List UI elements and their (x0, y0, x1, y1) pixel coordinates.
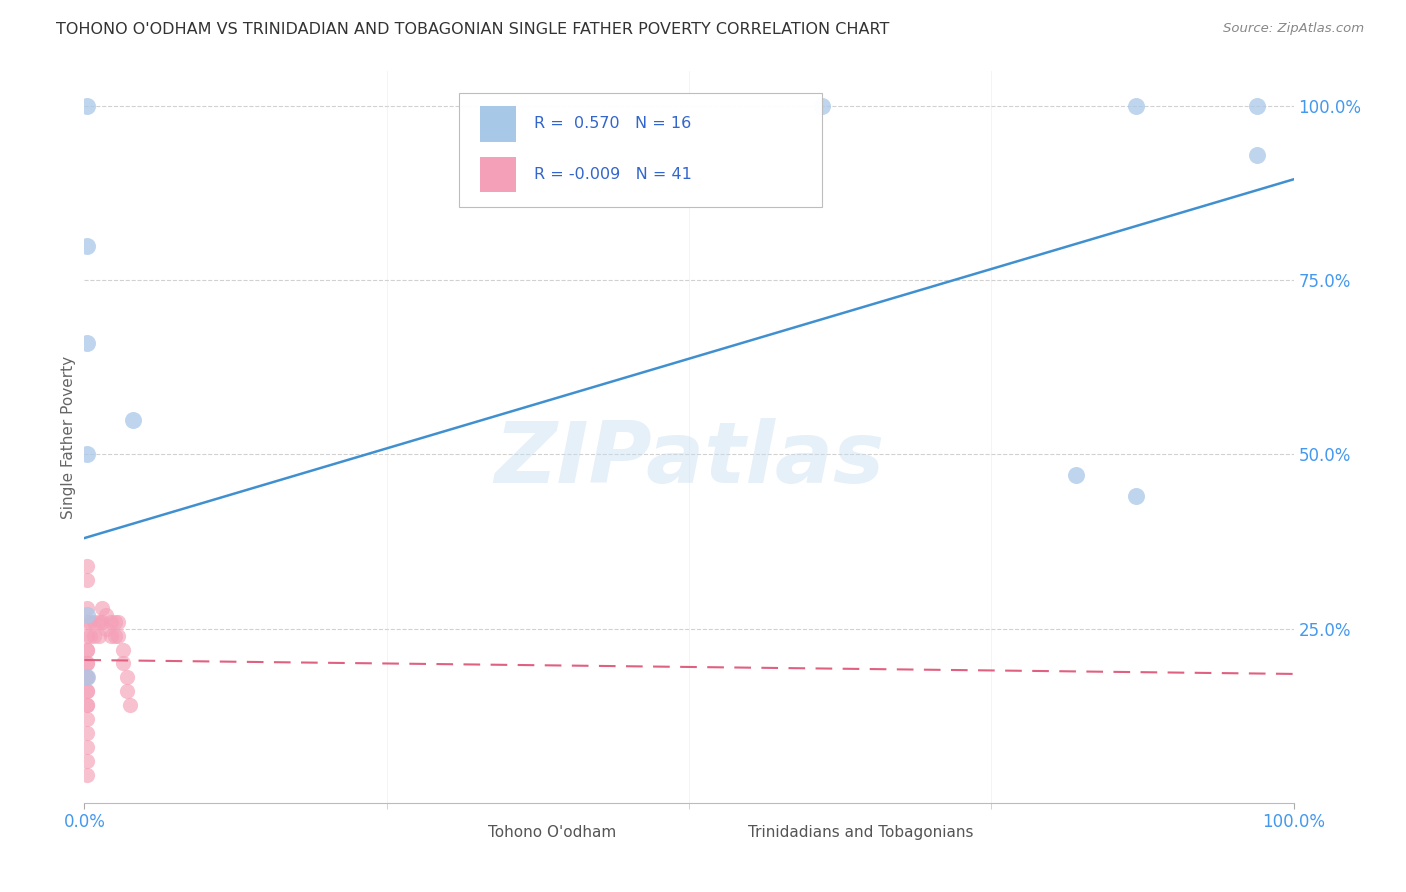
Point (76, 558, 98, 573)
Point (83, 629, 105, 643)
Point (76, 768, 98, 782)
Point (76, 642, 98, 657)
Point (76, 336, 98, 351)
Point (87, 629, 110, 643)
Point (1064, 468, 1087, 483)
Point (76, 684, 98, 698)
Point (76, 448, 98, 462)
Point (1125, 99, 1147, 113)
Y-axis label: Single Father Poverty: Single Father Poverty (60, 356, 76, 518)
Point (76, 99, 98, 113)
Point (76, 684, 98, 698)
FancyBboxPatch shape (479, 106, 516, 142)
Point (76, 607, 98, 622)
Point (76, 712, 98, 726)
Point (94, 607, 117, 622)
Point (120, 698, 142, 713)
Point (87, 615, 110, 629)
FancyBboxPatch shape (447, 821, 474, 843)
Point (76, 670, 98, 684)
Point (76, 657, 98, 671)
FancyBboxPatch shape (707, 821, 734, 843)
FancyBboxPatch shape (460, 94, 823, 207)
Point (76, 740, 98, 755)
Point (94, 622, 117, 636)
Point (121, 412, 143, 426)
FancyBboxPatch shape (479, 157, 516, 193)
Text: R = -0.009   N = 41: R = -0.009 N = 41 (534, 168, 692, 182)
Point (115, 684, 138, 698)
Text: Source: ZipAtlas.com: Source: ZipAtlas.com (1223, 22, 1364, 36)
Point (107, 629, 129, 643)
Point (104, 615, 127, 629)
Point (76, 698, 98, 713)
Point (112, 657, 135, 671)
Point (76, 657, 98, 671)
Point (76, 726, 98, 740)
Point (76, 615, 98, 629)
Text: Trinidadians and Tobagonians: Trinidadians and Tobagonians (748, 824, 974, 839)
Text: R =  0.570   N = 16: R = 0.570 N = 16 (534, 117, 692, 131)
Text: TOHONO O'ODHAM VS TRINIDADIAN AND TOBAGONIAN SINGLE FATHER POVERTY CORRELATION C: TOHONO O'ODHAM VS TRINIDADIAN AND TOBAGO… (56, 22, 890, 37)
Point (76, 642, 98, 657)
Point (1246, 148, 1268, 162)
Point (100, 629, 122, 643)
Point (76, 754, 98, 768)
Text: ZIPatlas: ZIPatlas (494, 417, 884, 500)
Point (76, 629, 98, 643)
Point (79, 615, 101, 629)
Point (76, 670, 98, 684)
Point (91, 600, 114, 615)
Point (107, 615, 129, 629)
Text: Tohono O'odham: Tohono O'odham (488, 824, 616, 839)
Point (104, 629, 127, 643)
Point (1246, 99, 1268, 113)
Point (76, 600, 98, 615)
Point (1125, 489, 1147, 503)
Point (115, 670, 138, 684)
Point (76, 698, 98, 713)
Point (76, 573, 98, 587)
Point (76, 670, 98, 684)
Point (79, 629, 101, 643)
Point (112, 642, 135, 657)
Point (76, 238, 98, 252)
Point (91, 615, 114, 629)
Point (811, 99, 834, 113)
Point (83, 615, 105, 629)
Point (100, 615, 122, 629)
